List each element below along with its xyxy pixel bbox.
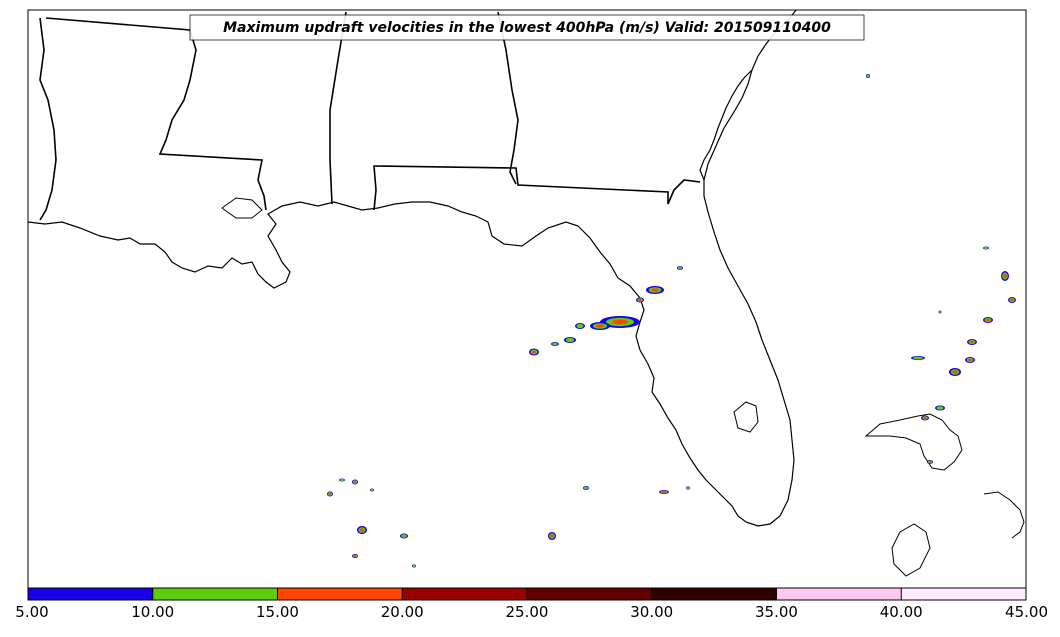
updraft-cell bbox=[532, 350, 536, 354]
cuba-coast bbox=[864, 413, 963, 471]
updraft-cell bbox=[936, 406, 944, 410]
updraft-cell bbox=[618, 321, 622, 323]
updraft-cell bbox=[565, 337, 575, 343]
colorbar-bin-2 bbox=[277, 588, 403, 600]
state-border-la-north bbox=[45, 17, 267, 211]
updraft-cell bbox=[360, 528, 364, 532]
updraft-cell bbox=[596, 324, 604, 328]
florida-keys-east bbox=[983, 491, 1025, 539]
updraft-cell bbox=[353, 481, 357, 483]
colorbar-tick-label: 45.00 bbox=[1005, 603, 1048, 621]
colorbar-tick-label: 15.00 bbox=[256, 603, 299, 621]
colorbar-bin-7 bbox=[901, 588, 1026, 600]
colorbar-bin-5 bbox=[651, 588, 777, 600]
updraft-cell bbox=[952, 370, 958, 374]
updraft-cell bbox=[412, 564, 416, 568]
updraft-cell bbox=[401, 534, 407, 538]
updraft-cell bbox=[968, 358, 972, 362]
map-frame bbox=[27, 9, 1027, 589]
colorbar-tick-label: 25.00 bbox=[506, 603, 549, 621]
colorbar-bin-0 bbox=[28, 588, 153, 600]
updraft-cell bbox=[550, 534, 554, 538]
colorbar-bin-1 bbox=[152, 588, 278, 600]
updraft-cells bbox=[327, 74, 1016, 568]
map-title: Maximum updraft velocities in the lowest… bbox=[223, 20, 831, 36]
updraft-cell bbox=[923, 417, 927, 419]
title-box bbox=[189, 14, 865, 41]
state-border-la-ms bbox=[39, 17, 57, 221]
updraft-cell bbox=[576, 323, 584, 329]
lake-pontchartrain bbox=[221, 197, 263, 219]
state-border-al-ga bbox=[497, 11, 519, 185]
updraft-cell bbox=[983, 246, 989, 250]
colorbar: 5.00 10.00 15.00 20.00 25.00 30.00 35.00 40.00 4… bbox=[15, 587, 1048, 621]
colorbar-tick-label: 5.00 bbox=[15, 603, 48, 621]
updraft-cell bbox=[339, 478, 345, 482]
island-small bbox=[891, 523, 931, 577]
colorbar-bin-4 bbox=[527, 588, 652, 600]
colorbar-tick-label: 20.00 bbox=[381, 603, 424, 621]
updraft-cell bbox=[913, 356, 923, 360]
colorbar-bin-6 bbox=[776, 588, 902, 600]
updraft-cell bbox=[986, 318, 990, 322]
updraft-cell bbox=[1003, 274, 1007, 278]
updraft-cell bbox=[970, 340, 974, 344]
lake-okeechobee bbox=[733, 401, 759, 433]
updraft-cell bbox=[328, 493, 332, 495]
updraft-cell bbox=[866, 74, 870, 78]
updraft-cell bbox=[638, 299, 642, 301]
state-border-ms-al bbox=[329, 11, 347, 205]
colorbar-tick-label: 10.00 bbox=[131, 603, 174, 621]
updraft-cell bbox=[938, 310, 942, 314]
updraft-cell bbox=[654, 289, 656, 291]
updraft-cell bbox=[662, 491, 666, 493]
atlantic-coastline bbox=[699, 69, 753, 181]
state-border-al-fl bbox=[373, 165, 701, 211]
colorbar-tick-label: 40.00 bbox=[880, 603, 923, 621]
updraft-cell bbox=[552, 342, 558, 346]
updraft-cell bbox=[353, 555, 357, 557]
colorbar-bin-3 bbox=[402, 588, 527, 600]
gulf-coastline bbox=[27, 9, 797, 527]
updraft-cell bbox=[370, 488, 374, 492]
colorbar-tick-label: 35.00 bbox=[755, 603, 798, 621]
updraft-cell bbox=[677, 266, 683, 270]
updraft-cell bbox=[928, 461, 932, 463]
updraft-cell bbox=[686, 486, 690, 490]
updraft-cell bbox=[1010, 298, 1014, 302]
colorbar-tick-label: 30.00 bbox=[630, 603, 673, 621]
updraft-cell bbox=[583, 486, 589, 490]
